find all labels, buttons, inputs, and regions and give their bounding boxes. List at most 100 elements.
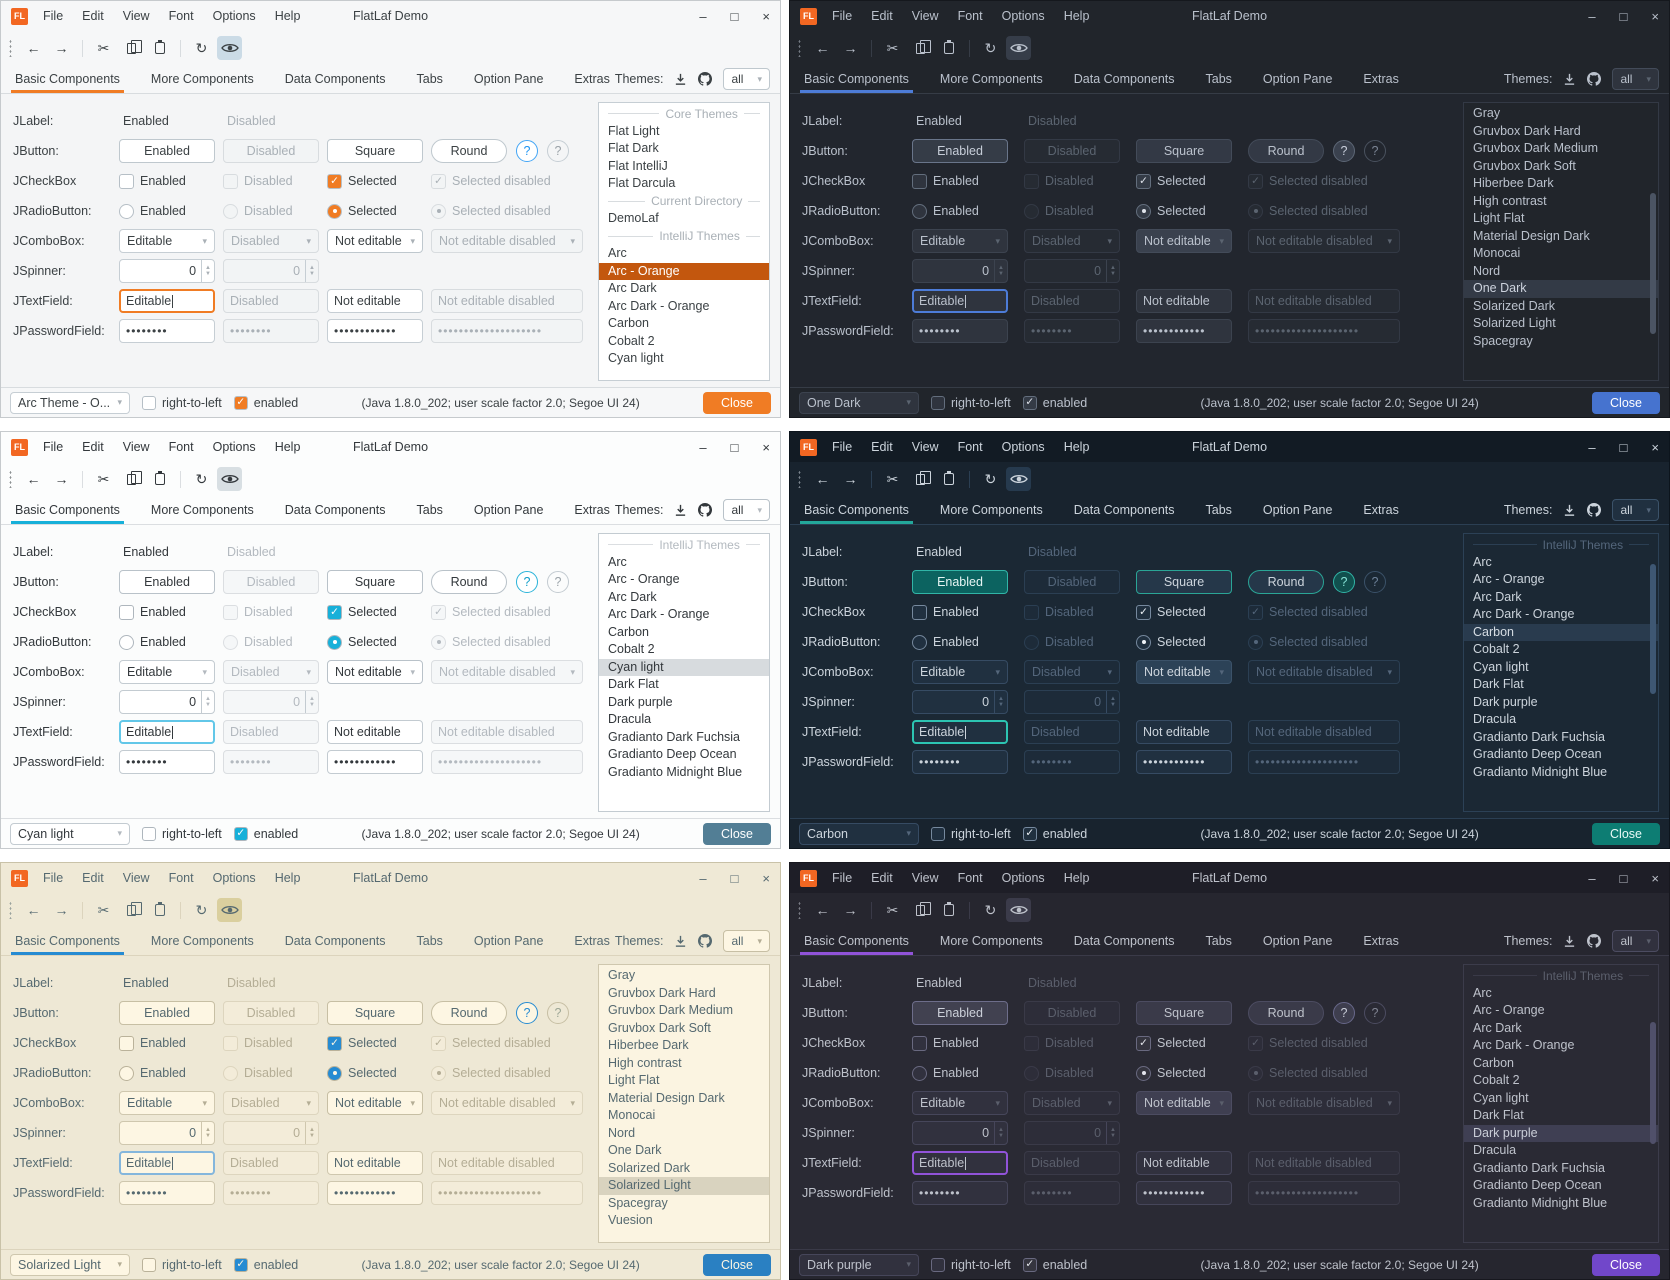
tab-option-pane[interactable]: Option Pane <box>473 934 544 948</box>
forward-button[interactable]: → <box>843 40 858 56</box>
theme-list-item[interactable]: Gradianto Dark Fuchsia <box>608 729 741 744</box>
radio-enabled[interactable]: Enabled <box>119 634 223 650</box>
menu-help[interactable]: Help <box>1063 871 1090 885</box>
textfield-not-editable[interactable]: Not editable <box>1136 1151 1232 1175</box>
theme-list-item[interactable]: Hiberbee Dark <box>608 1038 689 1052</box>
right-to-left-checkbox[interactable]: right-to-left <box>142 1257 222 1272</box>
help-button-primary[interactable]: ? <box>1333 140 1355 162</box>
theme-list-item[interactable]: Gruvbox Dark Soft <box>1473 158 1576 173</box>
passwordfield-enabled[interactable]: •••••••• <box>119 319 215 343</box>
enabled-checkbox[interactable]: ✓ enabled <box>233 826 298 841</box>
github-icon[interactable] <box>698 934 713 948</box>
theme-list-item[interactable]: Dracula <box>1473 1143 1517 1157</box>
cut-icon[interactable]: ✂ <box>886 470 899 487</box>
menu-edit[interactable]: Edit <box>871 9 893 23</box>
spinner-enabled[interactable]: 0 ▲ ▼ <box>912 1121 1008 1145</box>
toolbar-grip[interactable] <box>9 901 12 919</box>
theme-list-item[interactable]: Gruvbox Dark Soft <box>608 1020 711 1035</box>
passwordfield-enabled[interactable]: •••••••• <box>912 750 1008 774</box>
back-button[interactable]: ← <box>815 902 830 918</box>
jbutton-round[interactable]: Round <box>431 570 507 594</box>
cut-icon[interactable]: ✂ <box>97 901 110 918</box>
radio-selected[interactable]: Selected <box>1136 203 1248 219</box>
tab-basic-components[interactable]: Basic Components <box>800 930 913 955</box>
tab-extras[interactable]: Extras <box>574 503 610 517</box>
refresh-icon[interactable]: ↻ <box>195 901 208 918</box>
copy-icon[interactable] <box>908 467 933 491</box>
help-button-primary[interactable]: ? <box>516 1002 538 1024</box>
maximize-button[interactable]: □ <box>1619 439 1628 455</box>
theme-list-item[interactable]: Dark purple <box>1464 1124 1658 1142</box>
close-window-button[interactable]: × <box>762 870 770 886</box>
menu-edit[interactable]: Edit <box>82 440 104 454</box>
theme-list-item[interactable]: One Dark <box>1464 280 1658 298</box>
jbutton-square[interactable]: Square <box>1136 139 1232 163</box>
checkbox-enabled[interactable]: Enabled <box>119 1035 223 1051</box>
passwordfield-enabled[interactable]: •••••••• <box>119 1181 215 1205</box>
forward-button[interactable]: → <box>54 471 69 487</box>
paste-icon[interactable] <box>147 467 172 491</box>
theme-list-item[interactable]: Flat Darcula <box>608 176 676 190</box>
toolbar-grip[interactable] <box>9 470 12 488</box>
menu-options[interactable]: Options <box>212 440 256 454</box>
tab-tabs[interactable]: Tabs <box>416 934 443 948</box>
enabled-checkbox[interactable]: ✓ enabled <box>1022 826 1087 841</box>
forward-button[interactable]: → <box>843 471 858 487</box>
jbutton-square[interactable]: Square <box>1136 570 1232 594</box>
download-icon[interactable] <box>1563 504 1576 517</box>
radio-enabled[interactable]: Enabled <box>119 1065 223 1081</box>
tab-more-components[interactable]: More Components <box>939 72 1043 86</box>
tab-tabs[interactable]: Tabs <box>1205 503 1232 517</box>
theme-list-item[interactable]: Spacegray <box>608 1195 668 1210</box>
refresh-icon[interactable]: ↻ <box>984 470 997 487</box>
close-window-button[interactable]: × <box>1651 439 1659 455</box>
checkbox-enabled[interactable]: Enabled <box>912 173 1024 189</box>
combobox-editable[interactable]: Editable ▾ <box>119 229 215 253</box>
theme-list-item[interactable]: Arc <box>1473 985 1492 1000</box>
combobox-editable[interactable]: Editable ▾ <box>119 660 215 684</box>
themes-filter-dropdown[interactable]: all ▾ <box>1612 930 1659 952</box>
help-button-secondary[interactable]: ? <box>1364 571 1386 593</box>
textfield-not-editable[interactable]: Not editable <box>327 720 423 744</box>
help-button-primary[interactable]: ? <box>1333 571 1355 593</box>
minimize-button[interactable]: – <box>1588 8 1596 24</box>
tab-data-components[interactable]: Data Components <box>284 934 386 948</box>
menu-view[interactable]: View <box>122 440 150 454</box>
theme-list-item[interactable]: Solarized Dark <box>608 1160 690 1175</box>
passwordfield-not-editable[interactable]: •••••••••••• <box>327 750 423 774</box>
menu-options[interactable]: Options <box>1001 440 1045 454</box>
help-button-secondary[interactable]: ? <box>547 1002 569 1024</box>
themes-filter-dropdown[interactable]: all ▾ <box>1612 68 1659 90</box>
tab-extras[interactable]: Extras <box>1363 934 1399 948</box>
minimize-button[interactable]: – <box>1588 439 1596 455</box>
theme-list-item[interactable]: Gray <box>608 968 636 982</box>
tab-extras[interactable]: Extras <box>574 72 610 86</box>
help-button-secondary[interactable]: ? <box>547 140 569 162</box>
refresh-icon[interactable]: ↻ <box>984 901 997 918</box>
jbutton-square[interactable]: Square <box>327 1001 423 1025</box>
maximize-button[interactable]: □ <box>1619 870 1628 886</box>
radio-selected[interactable]: Selected <box>327 203 431 219</box>
refresh-icon[interactable]: ↻ <box>195 470 208 487</box>
checkbox-selected[interactable]: ✓ Selected <box>1136 173 1248 189</box>
theme-list-item[interactable]: Cobalt 2 <box>1473 1073 1520 1087</box>
close-window-button[interactable]: × <box>762 439 770 455</box>
github-icon[interactable] <box>1587 72 1602 86</box>
minimize-button[interactable]: – <box>1588 870 1596 886</box>
themes-filter-dropdown[interactable]: all ▾ <box>723 930 770 952</box>
theme-list-item[interactable]: Arc Dark - Orange <box>1473 1038 1575 1052</box>
radio-selected[interactable]: Selected <box>327 634 431 650</box>
theme-list-item[interactable]: Gray <box>1473 106 1501 120</box>
cut-icon[interactable]: ✂ <box>97 39 110 56</box>
jbutton-square[interactable]: Square <box>327 570 423 594</box>
themes-filter-dropdown[interactable]: all ▾ <box>1612 499 1659 521</box>
checkbox-selected[interactable]: ✓ Selected <box>327 173 431 189</box>
jbutton-square[interactable]: Square <box>327 139 423 163</box>
jbutton-enabled[interactable]: Enabled <box>119 139 215 163</box>
theme-list-item[interactable]: Gradianto Midnight Blue <box>1473 1195 1608 1210</box>
menu-font[interactable]: Font <box>957 871 983 885</box>
paste-icon[interactable] <box>936 898 961 922</box>
theme-switcher-dropdown[interactable]: Arc Theme - O... ▾ <box>10 391 130 414</box>
combobox-not-editable[interactable]: Not editable ▾ <box>1136 1091 1232 1115</box>
tab-tabs[interactable]: Tabs <box>416 503 443 517</box>
